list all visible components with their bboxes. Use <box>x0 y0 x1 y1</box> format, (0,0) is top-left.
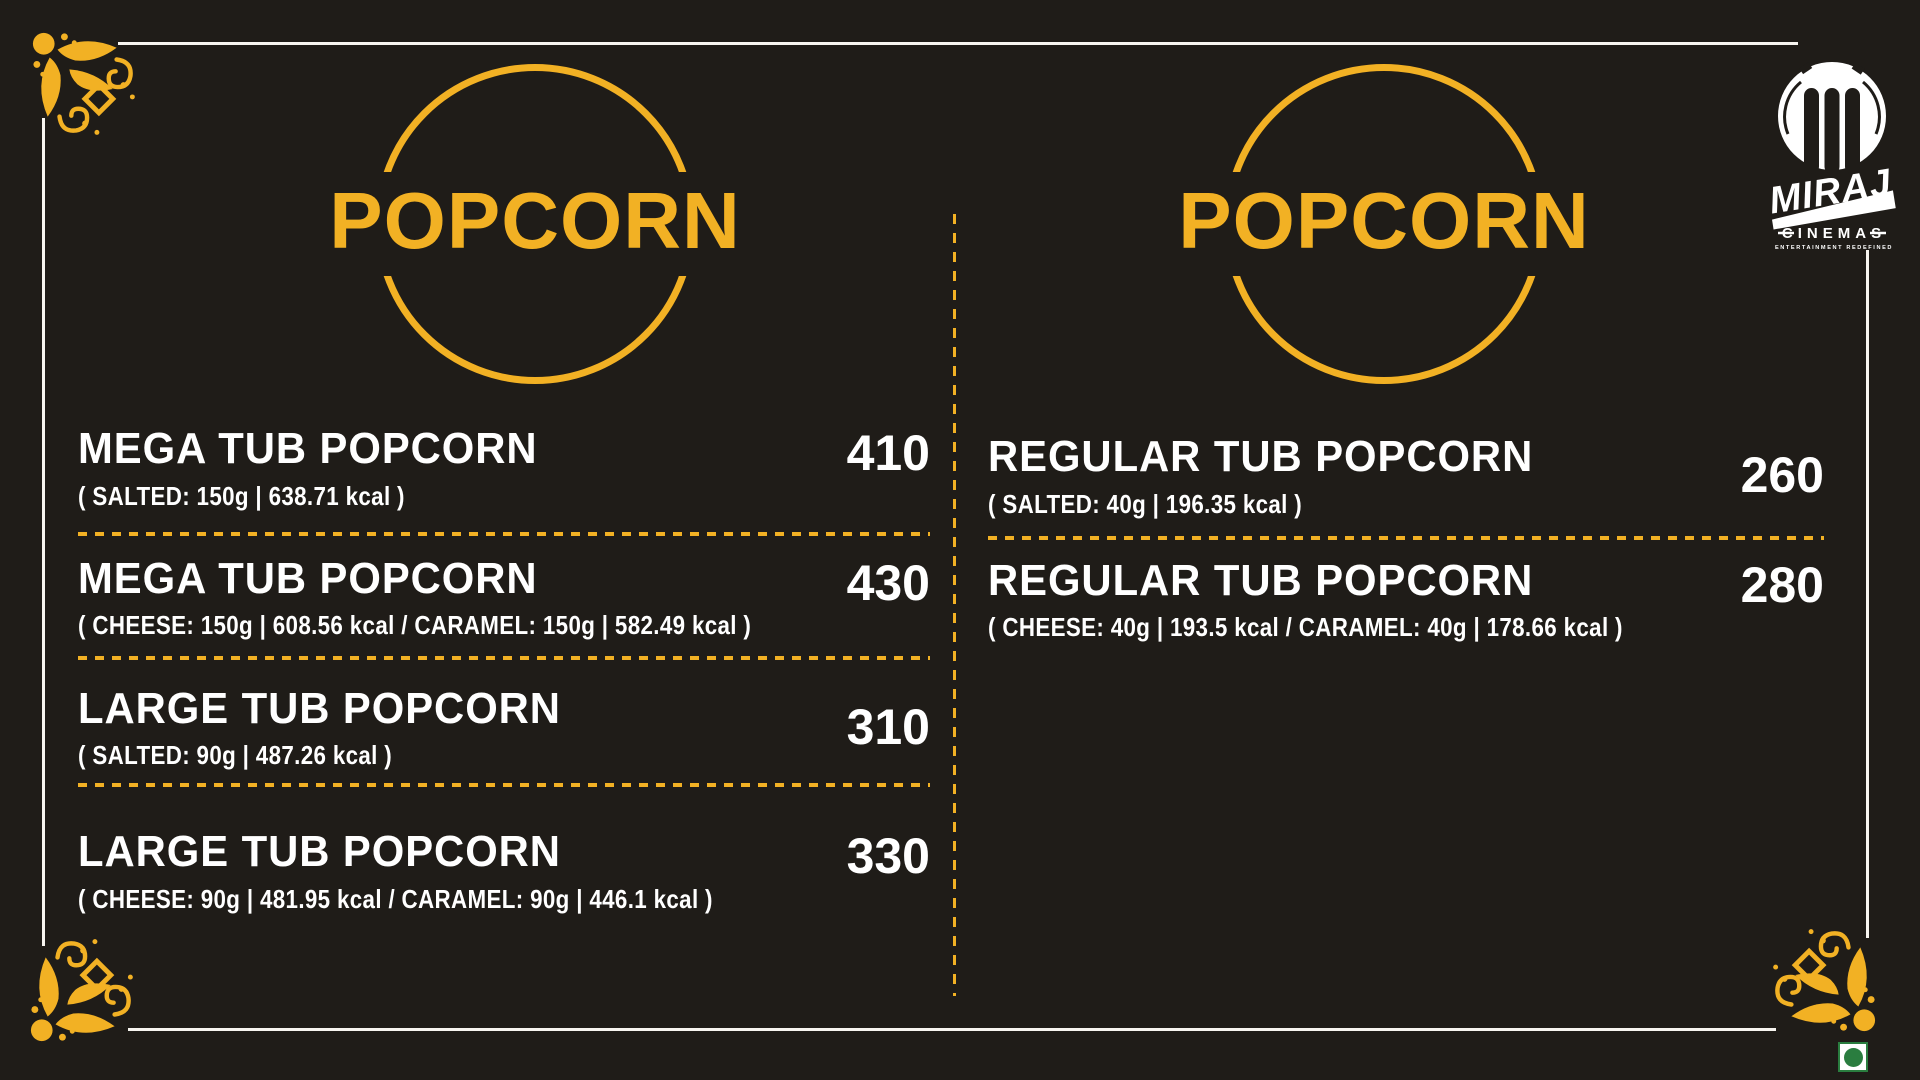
menu-item-detail: ( CHEESE: 90g | 481.95 kcal / CARAMEL: 9… <box>78 883 713 914</box>
menu-column-left: MEGA TUB POPCORN ( SALTED: 150g | 638.71… <box>78 424 930 915</box>
menu-item-text: REGULAR TUB POPCORN ( SALTED: 40g | 196.… <box>988 432 1741 520</box>
menu-item: REGULAR TUB POPCORN ( SALTED: 40g | 196.… <box>988 432 1824 520</box>
corner-flourish-icon <box>26 918 154 1046</box>
menu-item-name: MEGA TUB POPCORN <box>78 424 538 473</box>
veg-dot <box>1843 1047 1863 1067</box>
menu-item: LARGE TUB POPCORN ( CHEESE: 90g | 481.95… <box>78 827 930 915</box>
dashed-separator <box>78 531 930 536</box>
dashed-separator <box>988 535 1824 540</box>
brand-tagline: ENTERTAINMENT REDEFINED <box>1775 245 1893 251</box>
menu-item-price: 330 <box>846 828 930 885</box>
menu-item-text: REGULAR TUB POPCORN ( CHEESE: 40g | 193.… <box>988 556 1741 644</box>
section-title: POPCORN <box>329 175 741 265</box>
menu-item-detail: ( CHEESE: 40g | 193.5 kcal / CARAMEL: 40… <box>988 612 1623 643</box>
menu-item-name: LARGE TUB POPCORN <box>78 827 561 877</box>
menu-item-detail: ( SALTED: 40g | 196.35 kcal ) <box>988 488 1303 519</box>
veg-indicator-icon <box>1838 1042 1868 1072</box>
menu-item-text: MEGA TUB POPCORN ( SALTED: 150g | 638.71… <box>78 424 847 512</box>
menu-item: REGULAR TUB POPCORN ( CHEESE: 40g | 193.… <box>988 556 1824 644</box>
menu-item: MEGA TUB POPCORN ( CHEESE: 150g | 608.56… <box>78 554 930 642</box>
menu-item: MEGA TUB POPCORN ( SALTED: 150g | 638.71… <box>78 424 930 512</box>
section-header-right: POPCORN <box>1154 64 1614 384</box>
menu-column-right: REGULAR TUB POPCORN ( SALTED: 40g | 196.… <box>988 432 1824 644</box>
frame-border-top <box>118 42 1798 45</box>
menu-item-text: MEGA TUB POPCORN ( CHEESE: 150g | 608.56… <box>78 554 847 642</box>
menu-item-name: REGULAR TUB POPCORN <box>988 555 1534 605</box>
dashed-separator <box>78 655 930 660</box>
menu-item-name: REGULAR TUB POPCORN <box>988 432 1534 481</box>
frame-border-bottom <box>128 1028 1776 1031</box>
menu-item-name: MEGA TUB POPCORN <box>78 553 538 603</box>
section-title-band <box>305 172 765 276</box>
frame-border-right <box>1866 250 1869 938</box>
frame-border-left <box>42 118 45 946</box>
column-divider <box>953 214 956 996</box>
menu-item-name: LARGE TUB POPCORN <box>78 683 561 733</box>
menu-item-price: 310 <box>846 698 930 755</box>
menu-item-text: LARGE TUB POPCORN ( SALTED: 90g | 487.26… <box>78 684 847 772</box>
menu-item-price: 280 <box>1740 556 1824 613</box>
corner-flourish-icon <box>28 28 156 156</box>
brand-sub: CINEMAS <box>1782 225 1886 242</box>
menu-item: LARGE TUB POPCORN ( SALTED: 90g | 487.26… <box>78 684 930 772</box>
menu-item-price: 260 <box>1740 447 1824 503</box>
corner-flourish-icon <box>1752 908 1880 1036</box>
miraj-cinemas-logo: MIRAJ CINEMAS ENTERTAINMENT REDEFINED <box>1766 62 1896 251</box>
menu-item-price: 430 <box>846 554 930 611</box>
section-header-left: POPCORN <box>305 64 765 384</box>
menu-item-detail: ( CHEESE: 150g | 608.56 kcal / CARAMEL: … <box>78 610 752 641</box>
menu-item-detail: ( SALTED: 150g | 638.71 kcal ) <box>78 480 405 511</box>
section-title: POPCORN <box>1178 175 1590 265</box>
menu-item-detail: ( SALTED: 90g | 487.26 kcal ) <box>78 740 393 771</box>
menu-item-price: 410 <box>846 425 930 481</box>
dashed-separator <box>78 783 930 788</box>
menu-item-text: LARGE TUB POPCORN ( CHEESE: 90g | 481.95… <box>78 827 847 915</box>
section-title-band <box>1154 172 1614 276</box>
